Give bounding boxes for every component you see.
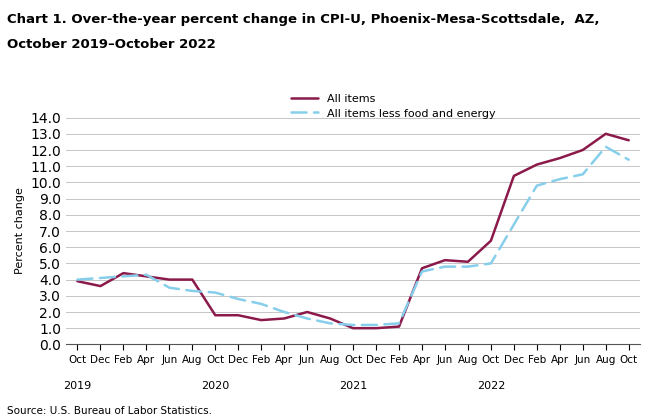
All items less food and energy (418, 269, 426, 274)
All items less food and energy (257, 302, 265, 307)
Y-axis label: Percent change: Percent change (15, 188, 24, 274)
All items (188, 277, 196, 282)
All items (326, 316, 334, 321)
All items (119, 270, 127, 276)
Text: 2019: 2019 (63, 381, 92, 391)
All items less food and energy (602, 144, 610, 149)
All items (579, 147, 587, 152)
All items less food and energy (349, 323, 357, 328)
All items (372, 326, 380, 331)
All items (395, 324, 403, 329)
All items less food and energy (119, 274, 127, 279)
All items (510, 173, 518, 178)
All items less food and energy (487, 261, 495, 266)
All items (280, 316, 288, 321)
All items less food and energy (326, 321, 334, 326)
All items less food and energy (303, 316, 311, 321)
All items less food and energy (280, 310, 288, 315)
All items less food and energy (188, 289, 196, 294)
All items less food and energy (464, 264, 472, 269)
All items less food and energy (510, 222, 518, 227)
All items less food and energy (166, 285, 174, 290)
All items (73, 279, 81, 284)
Text: 2021: 2021 (339, 381, 367, 391)
Text: Source: U.S. Bureau of Labor Statistics.: Source: U.S. Bureau of Labor Statistics. (7, 406, 212, 416)
All items (556, 155, 564, 160)
Text: 2020: 2020 (201, 381, 230, 391)
All items (625, 138, 633, 143)
All items less food and energy (96, 276, 104, 281)
All items less food and energy (533, 183, 541, 188)
All items (602, 131, 610, 136)
All items (166, 277, 174, 282)
Text: Chart 1. Over-the-year percent change in CPI-U, Phoenix-Mesa-Scottsdale,  AZ,: Chart 1. Over-the-year percent change in… (7, 13, 599, 26)
Text: October 2019–October 2022: October 2019–October 2022 (7, 38, 215, 51)
Text: 2022: 2022 (477, 381, 505, 391)
All items (303, 310, 311, 315)
All items (257, 318, 265, 323)
All items less food and energy (211, 290, 219, 295)
All items less food and energy (143, 272, 150, 277)
All items (441, 257, 449, 262)
All items (418, 266, 426, 271)
All items (349, 326, 357, 331)
All items (487, 238, 495, 243)
All items less food and energy (625, 157, 633, 162)
Line: All items: All items (77, 134, 629, 328)
All items (143, 274, 150, 279)
All items (533, 162, 541, 167)
All items less food and energy (395, 321, 403, 326)
All items less food and energy (556, 177, 564, 182)
All items (464, 259, 472, 264)
All items less food and energy (579, 172, 587, 177)
All items (96, 284, 104, 289)
Legend: All items, All items less food and energy: All items, All items less food and energ… (290, 94, 496, 118)
All items less food and energy (234, 297, 242, 302)
All items less food and energy (73, 277, 81, 282)
All items less food and energy (372, 323, 380, 328)
All items (234, 313, 242, 318)
Line: All items less food and energy: All items less food and energy (77, 147, 629, 325)
All items less food and energy (441, 264, 449, 269)
All items (211, 313, 219, 318)
